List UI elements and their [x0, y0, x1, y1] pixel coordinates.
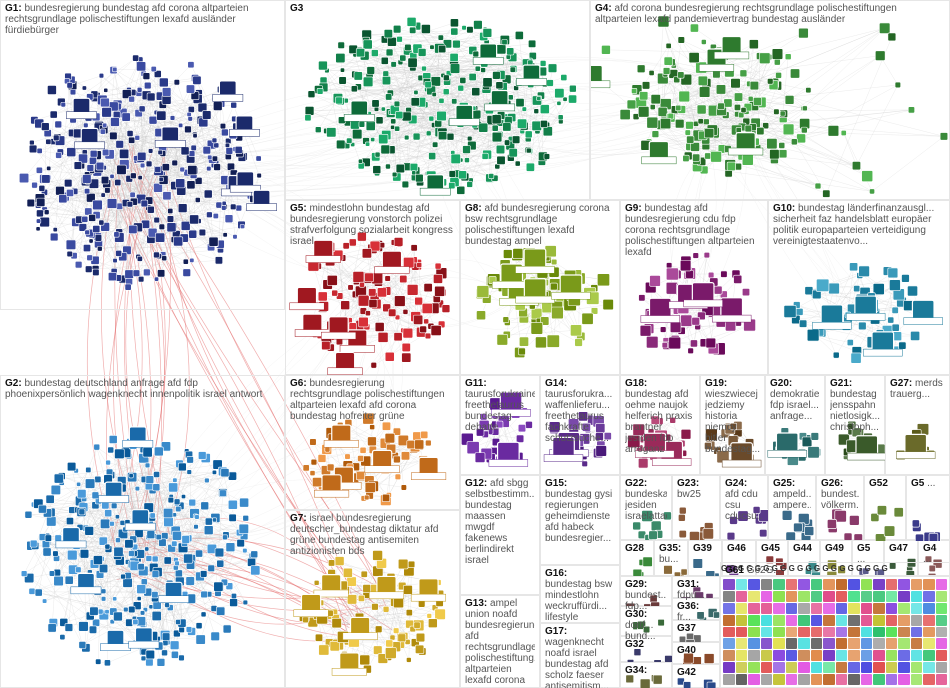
- cluster-g32: G32: [620, 636, 672, 662]
- cluster-g27: G27: merds trauerg...: [885, 375, 950, 475]
- cluster-network-g9: [621, 201, 769, 376]
- cluster-network-g1: [1, 1, 286, 311]
- cluster-network-g11: [461, 376, 541, 476]
- cluster-network-g10: [769, 201, 950, 376]
- cluster-network-g3: [286, 1, 591, 201]
- cluster-g1: G1: bundesregierung bundestag afd corona…: [0, 0, 285, 310]
- cluster-g5y: G5 ...: [906, 475, 950, 540]
- cluster-label-g17: G17: wagenknecht noafd israel bundestag …: [545, 626, 615, 688]
- cluster-g25: G25: ampeld... ampere...: [768, 475, 816, 540]
- cluster-network-g8: [461, 201, 621, 376]
- cluster-g40: G40: [672, 642, 720, 664]
- cluster-g39: G39: [688, 540, 722, 576]
- cluster-network-g4: [591, 1, 950, 201]
- cluster-g14: G14: taurusforukra... waffenlieferu... f…: [540, 375, 620, 475]
- cluster-g30: G30: dortf... bund...: [620, 606, 672, 636]
- cluster-network-g2: [1, 376, 286, 688]
- cluster-g26: G26: bundest... völkerm...: [816, 475, 864, 540]
- cluster-g29: G29: bundest... fdp...: [620, 576, 672, 606]
- cluster-network-g7: [286, 511, 461, 688]
- cluster-g15: G15: bundestag gysi regierungen geheimdi…: [540, 475, 620, 565]
- cluster-g42: G42: [672, 664, 720, 688]
- cluster-g17: G17: wagenknecht noafd israel bundestag …: [540, 623, 620, 688]
- cluster-g19: G19: wieszwiecej jedziemy historia niemc…: [700, 375, 765, 475]
- cluster-g20: G20: demokratie fdp israel... anfrage...: [765, 375, 825, 475]
- cluster-g3: G3: [285, 0, 590, 200]
- cluster-g31: G31: fdpu...: [672, 576, 720, 598]
- cluster-ggrid: [720, 576, 950, 688]
- cluster-g24: G24: afd cdu csu cducsu...: [720, 475, 768, 540]
- cluster-network-g6: [286, 376, 461, 511]
- cluster-g18: G18: bundestag afd oehme naujok helferic…: [620, 375, 700, 475]
- cluster-g12: G12: afd sbgg selbstbestimm... bundestag…: [460, 475, 540, 595]
- cluster-g37: G37: [672, 620, 720, 642]
- cluster-network-g21: [826, 376, 886, 476]
- cluster-network-g14: [541, 376, 621, 476]
- cluster-g23: G23: bw25: [672, 475, 720, 540]
- treemap-canvas: G1: bundesregierung bundestag afd corona…: [0, 0, 950, 688]
- cluster-g16: G16: bundestag bsw mindestlohn weckruffü…: [540, 565, 620, 623]
- cluster-g34: G34:: [620, 662, 672, 688]
- cluster-g52: G52: [864, 475, 906, 540]
- cluster-g6: G6: bundesregierung rechtsgrundlage poli…: [285, 375, 460, 510]
- cluster-network-g18: [621, 376, 701, 476]
- cluster-network-g20: [766, 376, 826, 476]
- cluster-g10: G10: bundestag länderfinanzausgl... sich…: [768, 200, 950, 375]
- cluster-g4: G4: afd corona bundesregierung rechtsgru…: [590, 0, 950, 200]
- cluster-label-g16: G16: bundestag bsw mindestlohn weckruffü…: [545, 568, 615, 623]
- cluster-g28: G28: [620, 540, 654, 576]
- cluster-g35: G35: bu...: [654, 540, 688, 576]
- cluster-label-g13: G13: ampel union noafd bundesregierung a…: [465, 598, 535, 686]
- cluster-g5: G5: mindestlohn bundestag afd bundesregi…: [285, 200, 460, 375]
- cluster-g13: G13: ampel union noafd bundesregierung a…: [460, 595, 540, 688]
- cluster-g61: G61 G62G...G G G G G G G G G G G G G G G…: [720, 562, 950, 576]
- cluster-network-g27: [886, 376, 950, 476]
- cluster-g21: G21: bundestag jensspahn nietlosigk... c…: [825, 375, 885, 475]
- cluster-g7: G7: israel bundesregierung deutscher_bun…: [285, 510, 460, 688]
- cluster-label-g15: G15: bundestag gysi regierungen geheimdi…: [545, 478, 615, 544]
- cluster-g36: G36: fr...: [672, 598, 720, 620]
- cluster-network-g19: [701, 376, 766, 476]
- cluster-g9: G9: bundestag afd bundesregierung cdu fd…: [620, 200, 768, 375]
- cluster-g11: G11: taurusforukraine freethetaurus bund…: [460, 375, 540, 475]
- cluster-label-g12: G12: afd sbgg selbstbestimm... bundestag…: [465, 478, 535, 566]
- cluster-network-g5: [286, 201, 461, 376]
- cluster-g22: G22: bundeskanzler jesiden israelattack.…: [620, 475, 672, 540]
- cluster-g2: G2: bundestag deutschland anfrage afd fd…: [0, 375, 285, 688]
- cluster-g8: G8: afd bundesregierung corona bsw recht…: [460, 200, 620, 375]
